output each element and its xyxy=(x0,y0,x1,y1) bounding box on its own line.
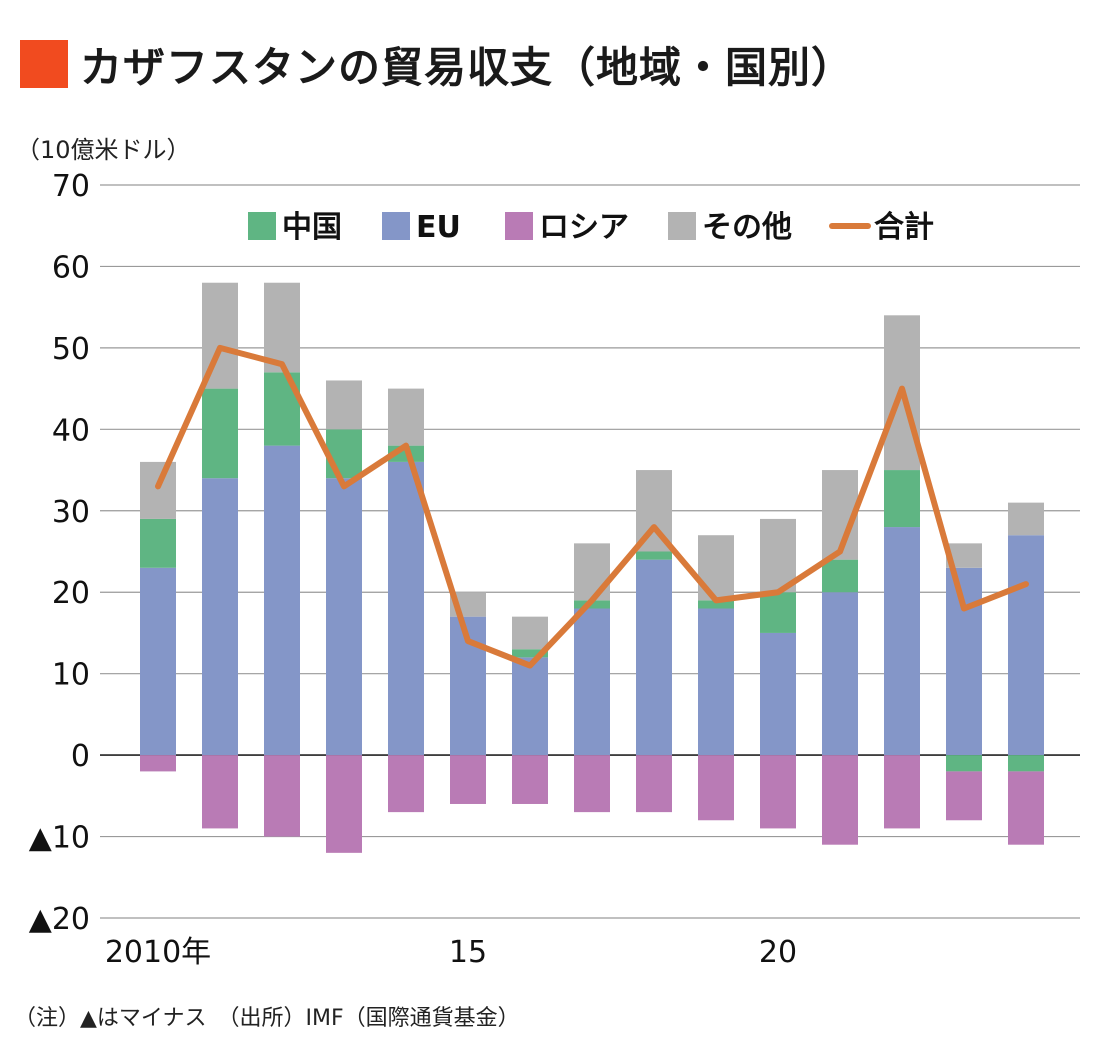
legend-label-china: 中国 xyxy=(282,210,342,245)
bar-eu xyxy=(264,445,300,756)
chart-title-text: カザフスタンの貿易収支（地域・国別） xyxy=(80,42,855,92)
total-line xyxy=(155,344,1029,669)
chart-title: カザフスタンの貿易収支（地域・国別） xyxy=(20,34,854,94)
y-tick-label: 50 xyxy=(52,332,90,367)
bar-other xyxy=(264,282,300,373)
bar-russia xyxy=(202,755,238,829)
y-tick-label: 30 xyxy=(52,495,90,530)
x-tick-label: 20 xyxy=(759,935,797,970)
legend-backdrop xyxy=(240,204,940,248)
bar-eu xyxy=(946,567,982,756)
bar-china xyxy=(140,518,176,568)
y-tick-label: 70 xyxy=(52,169,90,204)
bar-china xyxy=(760,592,796,633)
bar-china xyxy=(636,551,672,560)
legend-swatch-russia xyxy=(505,212,533,240)
bar-eu xyxy=(326,478,362,756)
legend-swatch-china xyxy=(248,212,276,240)
legend-label-other: その他 xyxy=(702,210,792,245)
bar-russia xyxy=(946,771,982,821)
legend-swatch-other xyxy=(668,212,696,240)
bar-other xyxy=(512,616,548,650)
bar-eu xyxy=(698,608,734,756)
bar-other xyxy=(698,535,734,601)
y-tick-label: 40 xyxy=(52,413,90,448)
stacked-bar-line-chart: 70 60 50 40 30 20 10 0 ▲10 ▲20 2010年 15 20 中国 EU ロシア その他… xyxy=(29,169,1080,970)
bar-russia xyxy=(698,755,734,821)
source-footnote: （注）▲はマイナス （出所）IMF（国際通貨基金） xyxy=(14,1006,520,1031)
bar-china xyxy=(202,388,238,479)
bar-eu xyxy=(140,567,176,756)
y-tick-label: 60 xyxy=(52,250,90,285)
bar-russia xyxy=(884,755,920,829)
bar-russia xyxy=(326,755,362,853)
bar-other xyxy=(388,388,424,446)
bar-china xyxy=(326,429,362,479)
bar-eu xyxy=(388,461,424,756)
bar-russia xyxy=(822,755,858,845)
bar-china xyxy=(884,470,920,528)
bar-russia xyxy=(264,755,300,837)
legend-label-total: 合計 xyxy=(874,210,934,245)
bar-china xyxy=(698,600,734,609)
y-tick-label: ▲10 xyxy=(29,821,90,856)
bar-other xyxy=(326,380,362,430)
bar-eu xyxy=(822,592,858,756)
bar-other xyxy=(1008,502,1044,536)
bar-china xyxy=(512,649,548,658)
legend-swatch-eu xyxy=(382,212,410,240)
bar-other xyxy=(574,543,610,601)
x-tick-label: 2010年 xyxy=(105,935,211,970)
title-marker xyxy=(20,40,68,88)
bar-china xyxy=(946,755,982,772)
bar-russia xyxy=(450,755,486,804)
bar-eu xyxy=(884,527,920,756)
bar-eu xyxy=(636,559,672,756)
bar-eu xyxy=(512,657,548,756)
bar-other xyxy=(760,518,796,593)
y-tick-label: 20 xyxy=(52,576,90,611)
y-tick-label: ▲20 xyxy=(29,902,90,937)
bar-russia xyxy=(140,755,176,772)
bar-russia xyxy=(574,755,610,813)
bar-russia xyxy=(512,755,548,804)
bar-eu xyxy=(1008,535,1044,756)
legend-label-eu: EU xyxy=(416,210,461,245)
bar-russia xyxy=(636,755,672,813)
bar-china xyxy=(822,559,858,593)
x-tick-label: 15 xyxy=(449,935,487,970)
y-tick-label: 10 xyxy=(52,658,90,693)
y-axis-unit-label: （10億米ドル） xyxy=(16,136,191,164)
bar-china xyxy=(1008,755,1044,772)
bar-other xyxy=(140,461,176,519)
bar-eu xyxy=(574,608,610,756)
bar-russia xyxy=(388,755,424,813)
bar-eu xyxy=(760,632,796,756)
y-tick-label: 0 xyxy=(71,739,90,774)
bar-russia xyxy=(1008,771,1044,845)
bar-eu xyxy=(202,478,238,756)
legend-label-russia: ロシア xyxy=(539,210,629,245)
bar-russia xyxy=(760,755,796,829)
